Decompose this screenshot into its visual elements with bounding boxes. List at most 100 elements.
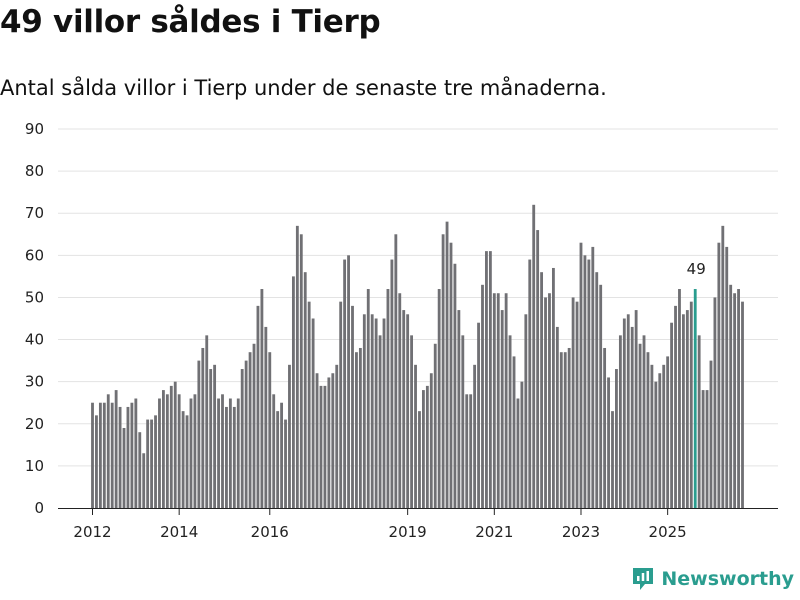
- bar: [102, 402, 106, 508]
- bar: [256, 305, 260, 508]
- x-tick-label-2019: 2019: [389, 523, 427, 541]
- bar: [717, 242, 721, 508]
- bar: [268, 352, 272, 508]
- bar: [500, 310, 504, 508]
- bar: [544, 297, 547, 508]
- bar: [291, 276, 295, 508]
- y-tick-label-40: 40: [25, 331, 44, 349]
- bar: [394, 234, 398, 508]
- bar: [173, 381, 177, 508]
- y-tick-label-50: 50: [25, 288, 44, 306]
- bar: [114, 390, 118, 508]
- bar: [646, 352, 650, 508]
- bar: [421, 390, 425, 508]
- bar: [335, 364, 339, 508]
- bar: [150, 419, 154, 508]
- bar: [705, 390, 709, 508]
- bar: [91, 402, 94, 508]
- bar: [390, 259, 394, 508]
- bar: [221, 394, 224, 508]
- bar: [618, 335, 622, 508]
- x-tick-label-2012: 2012: [73, 523, 111, 541]
- bar: [382, 318, 386, 508]
- bar: [603, 347, 607, 508]
- newsworthy-chart-icon: [633, 568, 654, 590]
- bar: [232, 406, 236, 508]
- bar: [461, 335, 465, 508]
- bar: [95, 415, 98, 508]
- bar: [492, 293, 496, 508]
- bar: [252, 343, 256, 508]
- bar: [185, 415, 189, 508]
- bar: [402, 310, 406, 508]
- bar: [327, 377, 331, 508]
- bar: [563, 352, 567, 508]
- y-tick-label-20: 20: [25, 415, 44, 433]
- bar: [587, 259, 591, 508]
- bar: [201, 347, 205, 508]
- bar: [248, 352, 252, 508]
- bar: [733, 293, 737, 508]
- bar: [575, 301, 579, 508]
- bar: [579, 242, 583, 508]
- newsworthy-logo: Newsworthy: [631, 566, 794, 592]
- bar: [737, 289, 740, 508]
- bar: [319, 385, 323, 508]
- bar: [481, 284, 484, 508]
- bar: [709, 360, 713, 508]
- bar: [110, 402, 114, 508]
- bar: [134, 398, 138, 508]
- bar: [122, 427, 126, 508]
- bar: [351, 305, 354, 508]
- bar: [217, 398, 220, 508]
- bar: [634, 310, 638, 508]
- bar: [374, 318, 378, 508]
- bar: [146, 419, 150, 508]
- bar: [197, 360, 201, 508]
- bar: [674, 305, 677, 508]
- bar: [729, 284, 733, 508]
- bar: [551, 267, 555, 508]
- bar: [272, 394, 276, 508]
- bar: [662, 364, 666, 508]
- bars: [91, 204, 744, 509]
- bar: [193, 394, 197, 508]
- bar: [370, 314, 374, 508]
- bar: [445, 221, 449, 508]
- brand-name: Newsworthy: [661, 568, 794, 590]
- x-axis-ticks: 2012 2014 2016 2019 2021 2023 2025: [73, 508, 687, 541]
- bar-chart: 0 10 20 30 40 50 60 70 80 90 2012 2014 2016 2019 2021…: [25, 120, 778, 541]
- bar: [418, 411, 421, 508]
- bar: [181, 411, 185, 508]
- bar: [571, 297, 575, 508]
- bar: [299, 234, 303, 508]
- x-tick-label-2023: 2023: [562, 523, 600, 541]
- grid-lines: [58, 128, 778, 467]
- bar: [599, 284, 603, 508]
- bar: [638, 343, 642, 508]
- bar: [339, 301, 343, 508]
- bar: [398, 293, 402, 508]
- bar: [366, 289, 370, 508]
- highlight-value-label: 49: [687, 260, 706, 278]
- chart-title: 49 villor såldes i Tierp: [0, 4, 381, 40]
- bar: [276, 411, 280, 508]
- bar: [331, 373, 335, 508]
- y-tick-label-30: 30: [25, 373, 44, 391]
- bar: [488, 251, 492, 508]
- y-tick-label-80: 80: [25, 162, 44, 180]
- bar: [414, 364, 417, 508]
- bar: [626, 314, 630, 508]
- bar: [516, 398, 520, 508]
- y-tick-label-60: 60: [25, 246, 44, 264]
- bar: [670, 322, 674, 508]
- bar: [701, 390, 705, 508]
- bar: [307, 301, 311, 508]
- bar: [406, 314, 410, 508]
- bar: [524, 314, 528, 508]
- bar: [536, 230, 540, 509]
- x-tick-label-2014: 2014: [160, 523, 198, 541]
- bar: [508, 335, 512, 508]
- bar: [130, 402, 134, 508]
- bar: [323, 385, 327, 508]
